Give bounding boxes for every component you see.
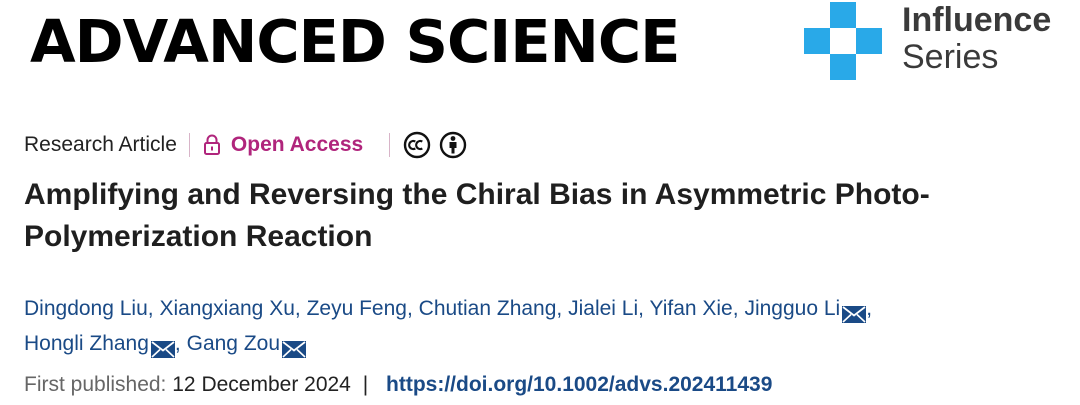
author-link[interactable]: Jialei Li, xyxy=(568,297,644,320)
published-date: 12 December 2024 xyxy=(172,373,351,396)
author-link[interactable]: Hongli Zhang, xyxy=(24,332,181,358)
author-name: Gang Zou xyxy=(186,332,281,355)
publication-info: First published: 12 December 2024 | http… xyxy=(24,370,772,400)
author-link[interactable]: Chutian Zhang, xyxy=(419,297,563,320)
author-link[interactable]: Yifan Xie, xyxy=(649,297,738,320)
badge-line-influence: Influence xyxy=(902,1,1052,39)
author-separator: , xyxy=(294,297,301,320)
meta-divider xyxy=(389,133,391,157)
author-separator: , xyxy=(406,297,413,320)
author-name: Jingguo Li xyxy=(744,297,841,320)
author-separator: , xyxy=(866,297,873,320)
mail-icon[interactable] xyxy=(150,334,175,358)
author-link[interactable]: Dingdong Liu, xyxy=(24,297,154,320)
publication-separator: | xyxy=(362,373,369,396)
badge-line-series: Series xyxy=(902,38,999,76)
author-name: Xiangxiang Xu xyxy=(159,297,295,320)
author-name: Hongli Zhang xyxy=(24,332,149,355)
author-name: Dingdong Liu xyxy=(24,297,148,320)
author-link[interactable]: Zeyu Feng, xyxy=(307,297,413,320)
author-name: Zeyu Feng xyxy=(306,297,407,320)
journal-logo: ADVANCED SCIENCE xyxy=(30,7,680,76)
influence-cross-icon xyxy=(804,2,882,80)
article-type: Research Article xyxy=(24,133,177,156)
meta-divider xyxy=(188,133,190,157)
author-link[interactable]: Gang Zou xyxy=(186,332,307,358)
influence-series-badge: Influence Series xyxy=(804,0,1074,80)
author-name: Yifan Xie xyxy=(649,297,733,320)
open-access-label[interactable]: Open Access xyxy=(230,133,364,156)
author-separator: , xyxy=(147,297,154,320)
article-meta-row: Research Article Open Access xyxy=(24,128,467,162)
author-separator: , xyxy=(174,332,181,355)
lock-icon xyxy=(203,134,220,155)
author-list: Dingdong Liu, Xiangxiang Xu, Zeyu Feng, … xyxy=(24,291,1064,361)
author-separator: , xyxy=(638,297,644,320)
mail-icon[interactable] xyxy=(842,299,867,323)
author-separator: , xyxy=(556,297,563,320)
author-separator: , xyxy=(732,297,739,320)
author-name: Chutian Zhang xyxy=(418,297,557,320)
article-title: Amplifying and Reversing the Chiral Bias… xyxy=(24,178,930,253)
by-icon[interactable] xyxy=(439,131,467,159)
mail-icon[interactable] xyxy=(282,334,307,358)
author-link[interactable]: Xiangxiang Xu, xyxy=(159,297,300,320)
author-link[interactable]: Jingguo Li, xyxy=(744,297,873,323)
doi-link[interactable]: https://doi.org/10.1002/advs.202411439 xyxy=(386,373,773,396)
author-name: Jialei Li xyxy=(568,297,639,320)
cc-icon[interactable] xyxy=(403,131,431,159)
published-label: First published: xyxy=(24,373,167,396)
